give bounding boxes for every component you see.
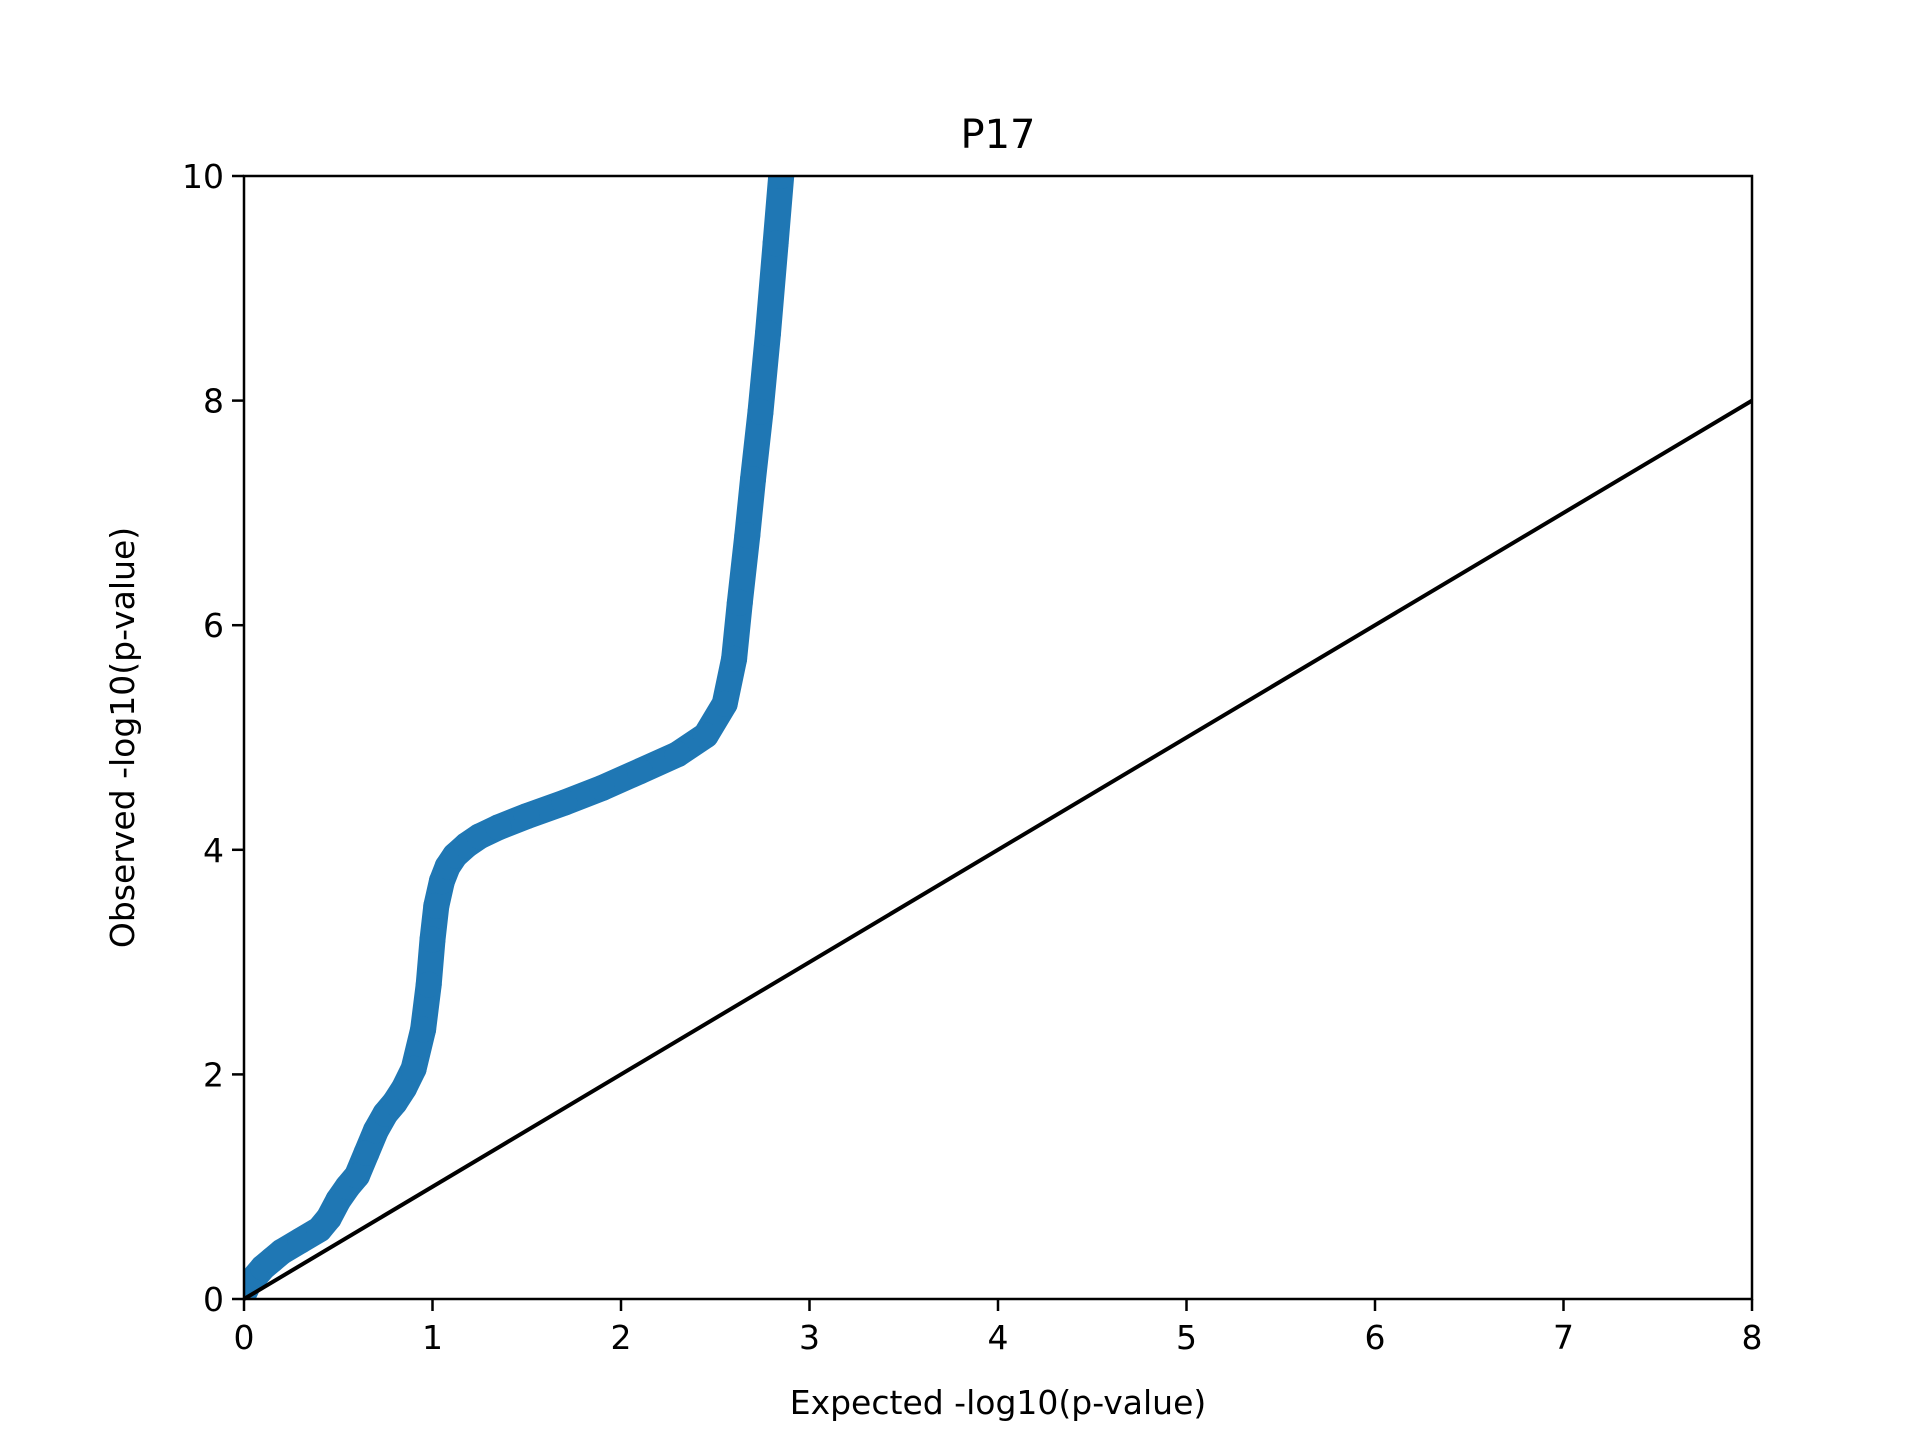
x-tick-label: 5 xyxy=(1176,1318,1197,1357)
qq-point xyxy=(734,522,761,549)
qq-point xyxy=(551,789,578,816)
qq-point xyxy=(410,1016,437,1043)
qq-point xyxy=(692,722,719,749)
x-tick-label: 0 xyxy=(234,1318,255,1357)
x-tick-label: 8 xyxy=(1742,1318,1763,1357)
reference-diagonal xyxy=(242,398,1754,1301)
qq-point xyxy=(747,398,774,425)
y-axis-ticks: 0 2 4 6 8 10 xyxy=(182,157,244,1319)
qq-point xyxy=(711,690,738,717)
x-tick-label: 2 xyxy=(611,1318,632,1357)
chart-title: P17 xyxy=(960,112,1035,158)
qq-point xyxy=(589,775,616,801)
qq-point xyxy=(419,926,446,953)
y-tick-label: 2 xyxy=(203,1055,224,1094)
qq-point xyxy=(768,176,795,189)
x-tick-label: 6 xyxy=(1365,1318,1386,1357)
x-tick-label: 3 xyxy=(799,1318,820,1357)
qq-point xyxy=(721,645,748,672)
x-tick-label: 1 xyxy=(422,1318,443,1357)
x-tick-label: 4 xyxy=(988,1318,1009,1357)
qq-point xyxy=(344,1162,371,1189)
y-axis-label: Observed -log10(p-value) xyxy=(103,527,142,948)
qq-point xyxy=(353,1140,380,1166)
qq-point xyxy=(726,589,753,616)
x-axis-label: Expected -log10(p-value) xyxy=(790,1383,1207,1422)
y-tick-label: 6 xyxy=(203,606,224,645)
qq-point xyxy=(755,320,781,347)
y-tick-label: 8 xyxy=(203,382,224,421)
qq-point xyxy=(664,741,691,768)
x-axis-ticks: 0 1 2 3 4 5 6 7 8 xyxy=(234,1299,1763,1357)
x-tick-label: 7 xyxy=(1553,1318,1574,1357)
y-tick-label: 10 xyxy=(182,157,224,196)
qq-point xyxy=(400,1055,427,1082)
qq-point xyxy=(287,1227,314,1254)
y-tick-label: 0 xyxy=(203,1280,224,1319)
qq-point xyxy=(485,814,512,841)
qq-point xyxy=(740,466,766,493)
qq-point xyxy=(626,758,653,785)
y-tick-label: 4 xyxy=(203,831,224,870)
qq-point xyxy=(268,1238,295,1265)
qq-point xyxy=(513,803,540,830)
reference-line xyxy=(242,398,1754,1301)
qq-point xyxy=(423,893,450,919)
qq-point xyxy=(415,971,442,998)
qq-point xyxy=(762,230,789,257)
qq-points xyxy=(244,176,795,1299)
